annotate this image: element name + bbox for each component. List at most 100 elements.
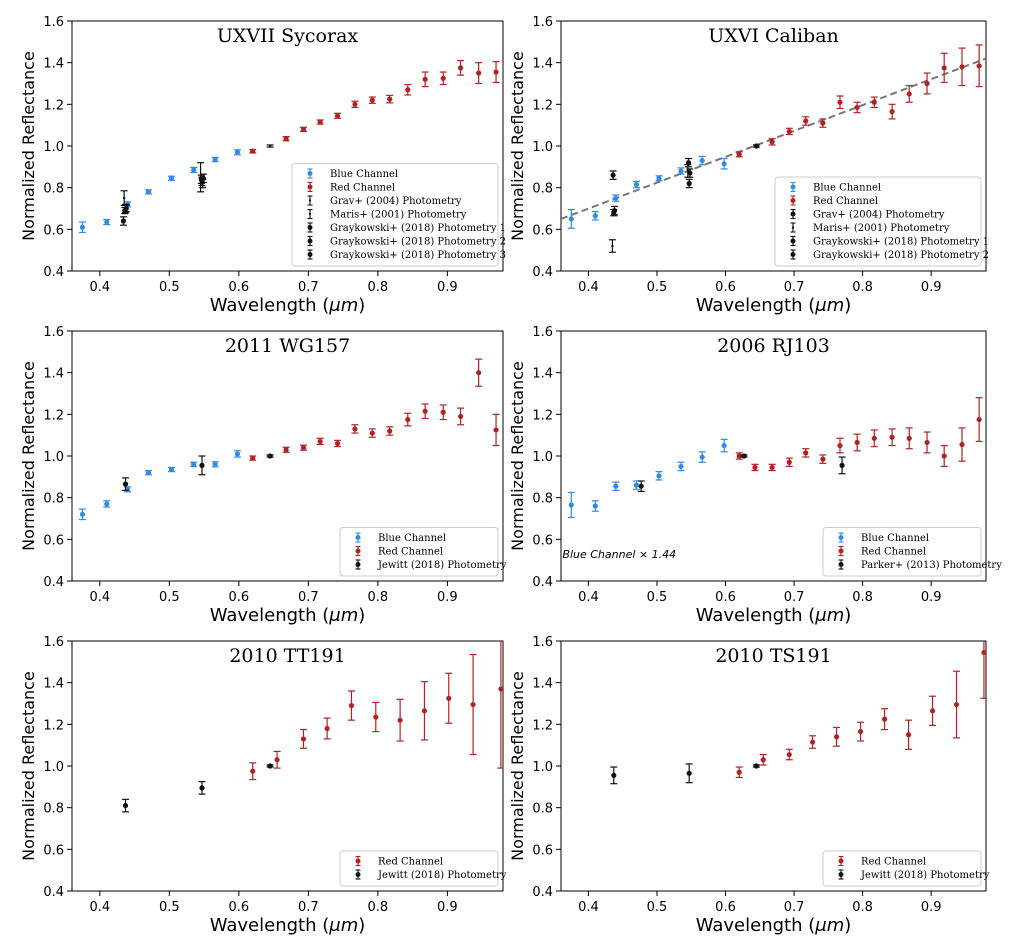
x-tick-label: 0.4 <box>89 280 110 295</box>
data-point <box>352 101 358 107</box>
data-point <box>633 181 640 188</box>
legend-marker-dot <box>308 212 312 216</box>
legend-item: Parker+ (2013) Photometry <box>838 559 1002 571</box>
data-point <box>906 91 912 97</box>
panel-5: 0.4 0.5 0.6 0.7 0.8 0.9 0.4 0.6 0.8 1.0 1.2 1.4 1.6 W… <box>19 635 507 936</box>
y-tick-label: 1.0 <box>43 140 64 155</box>
data-point <box>613 483 619 489</box>
y-tick-label: 1.6 <box>43 15 64 30</box>
legend-label: Jewitt (2018) Photometry <box>860 870 990 881</box>
series-red-channel <box>735 397 983 472</box>
x-tick-label: 0.6 <box>228 590 249 605</box>
y-axis-label: Normalized Reflectance <box>508 671 527 861</box>
series-graykowski-2018-photometry-1 <box>609 157 692 180</box>
x-tick-label: 0.4 <box>89 590 110 605</box>
x-tick-label: 0.9 <box>921 590 942 605</box>
y-tick-label: 0.6 <box>43 223 64 238</box>
x-tick-label: 0.8 <box>852 900 873 915</box>
series-blue-channel <box>78 450 241 521</box>
x-tick-label: 0.4 <box>578 280 599 295</box>
legend-label: Jewitt (2018) Photometry <box>377 870 507 881</box>
data-point <box>889 109 895 115</box>
fit-line <box>561 57 986 220</box>
legend-item: Jewitt (2018) Photometry <box>355 869 507 881</box>
data-point <box>145 470 152 476</box>
y-tick-label: 1.4 <box>43 57 64 72</box>
data-point <box>924 80 930 87</box>
data-point <box>685 160 692 166</box>
data-point <box>753 763 759 769</box>
x-tick-label: 0.8 <box>852 280 873 295</box>
data-point <box>686 770 692 776</box>
data-point <box>212 156 218 163</box>
x-tick-label: 0.9 <box>437 280 458 295</box>
data-point <box>981 649 986 656</box>
series-parker-2013-photometry <box>637 453 846 493</box>
x-tick-label: 0.7 <box>298 280 319 295</box>
panel-title: 2010 TT191 <box>229 645 345 667</box>
data-point <box>397 717 403 723</box>
y-tick-label: 1.4 <box>532 677 553 692</box>
data-point <box>334 440 341 447</box>
data-point <box>200 175 206 181</box>
data-point <box>611 244 614 248</box>
series-blue-channel <box>567 438 728 519</box>
legend-item: Grav+ (2004) Photometry <box>790 208 945 221</box>
data-point <box>122 802 129 809</box>
y-tick-label: 1.2 <box>43 98 64 113</box>
legend-label: Graykowski+ (2018) Photometry 1 <box>813 237 989 248</box>
data-point <box>79 511 86 517</box>
legend-item: Grav+ (2004) Photometry <box>307 195 462 207</box>
data-point <box>191 461 197 467</box>
data-point <box>199 785 205 791</box>
x-tick-label: 0.6 <box>715 590 736 605</box>
data-point <box>568 216 574 222</box>
data-point <box>976 63 982 69</box>
data-point <box>881 716 888 722</box>
legend-marker-dot <box>838 858 844 864</box>
legend-label: Blue Channel <box>813 183 881 194</box>
data-point <box>283 136 289 142</box>
panel-3: 0.4 0.5 0.6 0.7 0.8 0.9 0.4 0.6 0.8 1.0 1.2 1.4 1.6 W… <box>19 325 507 626</box>
y-tick-label: 1.2 <box>532 98 553 113</box>
legend-label: Red Channel <box>378 857 443 868</box>
data-point <box>79 224 86 230</box>
x-tick-label: 0.7 <box>784 280 805 295</box>
x-tick-label: 0.8 <box>852 590 873 605</box>
data-point <box>422 76 428 82</box>
legend-marker-dot <box>791 226 795 229</box>
data-point <box>493 427 499 433</box>
data-point <box>610 172 616 178</box>
data-point <box>941 65 947 71</box>
x-axis-label: Wavelength (μm) <box>210 605 366 626</box>
data-point <box>769 139 775 145</box>
data-point <box>736 769 742 775</box>
legend: Red Channel Jewitt (2018) Photometry <box>822 850 990 887</box>
data-point <box>809 739 816 745</box>
data-point <box>317 438 323 445</box>
series-graykowski-2018-photometry-2 <box>610 168 694 216</box>
data-point <box>387 428 393 434</box>
panel-title: 2006 RJ103 <box>717 335 830 357</box>
data-point <box>267 763 273 769</box>
legend-item: Graykowski+ (2018) Photometry 1 <box>307 222 506 234</box>
legend-item: Red Channel <box>838 855 926 868</box>
y-tick-label: 0.6 <box>532 843 553 858</box>
y-tick-label: 0.4 <box>43 885 64 900</box>
data-point <box>104 501 110 507</box>
legend-item: Graykowski+ (2018) Photometry 2 <box>790 249 989 261</box>
legend-marker-dot <box>355 858 361 864</box>
data-point <box>268 144 272 148</box>
data-point <box>250 455 256 461</box>
data-point <box>786 128 792 135</box>
data-point <box>122 481 129 487</box>
y-tick-label: 0.4 <box>43 265 64 280</box>
data-point <box>168 175 175 181</box>
data-point <box>300 126 307 132</box>
data-point <box>976 416 982 423</box>
legend-marker-dot <box>790 252 796 257</box>
x-axis-label: Wavelength (μm) <box>210 295 366 316</box>
legend-item: Maris+ (2001) Photometry <box>790 222 950 234</box>
data-point <box>820 120 826 126</box>
y-axis-label: Normalized Reflectance <box>508 51 527 241</box>
